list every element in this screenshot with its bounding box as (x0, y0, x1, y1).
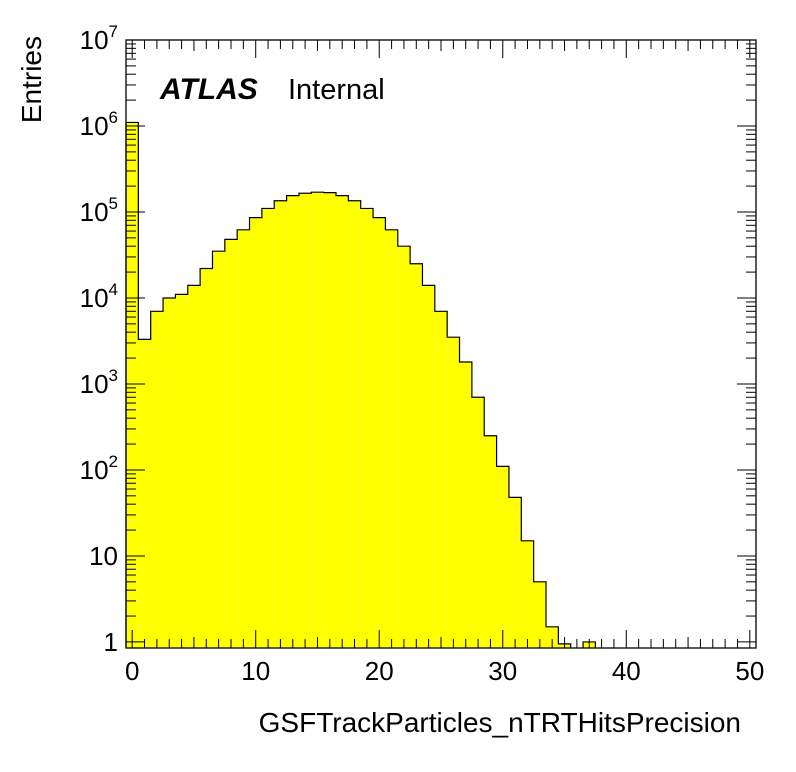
y-tick-label: 10 (89, 541, 118, 571)
x-tick-label: 50 (735, 656, 764, 686)
histogram-bar (459, 362, 472, 648)
histogram-bar (397, 246, 411, 649)
histogram-bar (175, 294, 188, 648)
histogram-bar (496, 466, 509, 648)
histogram-bar (348, 200, 361, 648)
x-tick-label: 10 (241, 656, 270, 686)
histogram-bar (410, 263, 423, 648)
histogram-bar (237, 229, 250, 649)
x-axis-title: GSFTrackParticles_nTRTHitsPrecision (259, 707, 741, 738)
y-tick-label: 102 (80, 452, 118, 485)
histogram-bar (150, 311, 164, 648)
histogram-bar (447, 337, 460, 648)
histogram-bar (508, 497, 522, 648)
histogram-bar (249, 217, 262, 649)
histogram-bar (546, 626, 559, 648)
histogram-bar (261, 208, 275, 649)
histogram-bar (521, 540, 534, 648)
x-tick-label: 30 (488, 656, 517, 686)
histogram-bar (311, 192, 324, 648)
y-tick-label: 106 (80, 108, 118, 141)
internal-label: Internal (288, 74, 385, 106)
histogram-bar (434, 311, 448, 648)
y-tick-label: 103 (80, 366, 118, 399)
histogram-bar (533, 581, 546, 648)
x-tick-label: 40 (612, 656, 641, 686)
x-axis-ticks (131, 40, 751, 648)
y-tick-label: 105 (80, 194, 118, 227)
x-axis-tick-labels: 0 10 20 30 40 50 (125, 656, 764, 686)
histogram-bar (212, 251, 225, 648)
y-tick-label: 1 (104, 627, 118, 657)
histogram-bar (224, 239, 238, 648)
histogram-bar (138, 339, 151, 648)
y-axis-tick-labels: 1 10 102 103 104 105 106 107 (80, 22, 118, 657)
histogram-bar (422, 285, 435, 648)
histogram-bar (187, 285, 201, 648)
histogram-bar (286, 195, 299, 648)
histogram-bar (163, 297, 176, 648)
histogram-bar (484, 435, 497, 648)
histogram-bar (298, 193, 312, 648)
histogram-bar (385, 229, 398, 649)
histogram-bar (274, 200, 287, 648)
x-tick-label: 20 (365, 656, 394, 686)
y-tick-label: 104 (80, 280, 118, 313)
y-axis-title: Entries (16, 36, 47, 123)
histogram-bar (471, 397, 485, 648)
y-tick-label: 107 (80, 22, 118, 55)
histogram-bar (323, 192, 336, 648)
histogram-bar (126, 122, 139, 649)
y-axis-ticks (126, 39, 756, 643)
histogram-bars (126, 122, 596, 649)
histogram-bar (360, 208, 374, 649)
histogram-bar (373, 217, 386, 649)
histogram-bar (200, 268, 213, 648)
x-tick-label: 0 (125, 656, 139, 686)
atlas-label: ATLAS (159, 73, 258, 106)
histogram-bar (336, 195, 349, 648)
